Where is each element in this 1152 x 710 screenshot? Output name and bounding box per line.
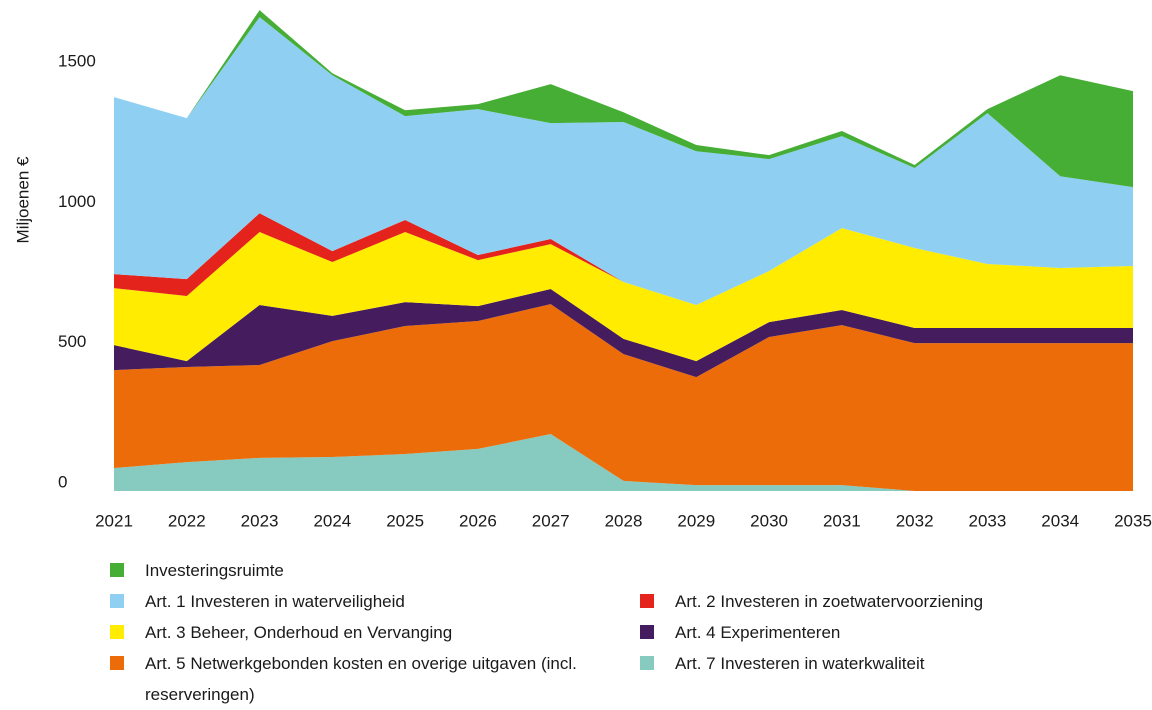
legend-label: Art. 5 Netwerkgebonden kosten en overige…: [145, 654, 577, 704]
area: [114, 304, 1133, 491]
x-tick-label: 2027: [532, 511, 570, 530]
legend-label: Art. 4 Experimenteren: [675, 623, 841, 642]
y-axis-label: Miljoenen €: [13, 156, 32, 243]
x-tick-label: 2034: [1041, 511, 1079, 530]
legend-item: Art. 4 Experimenteren: [640, 617, 1115, 648]
x-tick-label: 2025: [386, 511, 424, 530]
legend-label: Art. 7 Investeren in waterkwaliteit: [675, 654, 925, 673]
legend-swatch: [640, 625, 654, 639]
y-tick-label: 1000: [58, 192, 96, 211]
x-tick-label: 2030: [750, 511, 788, 530]
area: [114, 228, 1133, 362]
x-tick-label: 2021: [95, 511, 133, 530]
x-tick-label: 2026: [459, 511, 497, 530]
area: [114, 434, 1133, 491]
y-tick-label: 1500: [58, 52, 96, 71]
legend-item: Art. 3 Beheer, Onderhoud en Vervanging: [110, 617, 585, 648]
legend-item: Art. 5 Netwerkgebonden kosten en overige…: [110, 648, 585, 710]
x-tick-label: 2035: [1114, 511, 1152, 530]
legend-swatch: [110, 625, 124, 639]
legend-item: Investeringsruimte: [110, 555, 585, 586]
x-tick-label: 2022: [168, 511, 206, 530]
area: [114, 17, 1133, 305]
y-tick-label: 500: [58, 332, 86, 351]
x-tick-label: 2031: [823, 511, 861, 530]
x-tick-label: 2029: [677, 511, 715, 530]
legend-swatch: [640, 656, 654, 670]
areas: [114, 10, 1133, 491]
x-tick-label: 2024: [313, 511, 351, 530]
legend-swatch: [110, 656, 124, 670]
legend-label: Art. 1 Investeren in waterveiligheid: [145, 592, 405, 611]
x-tick-label: 2033: [969, 511, 1007, 530]
chart: Miljoenen € 0 500 1000 1500 2021 2022 2023 2024…: [13, 10, 1152, 530]
x-tick-label: 2028: [605, 511, 643, 530]
legend-item: Art. 7 Investeren in waterkwaliteit: [640, 648, 1115, 679]
legend-item: Art. 1 Investeren in waterveiligheid: [110, 586, 585, 617]
legend-item: Art. 2 Investeren in zoetwatervoorzienin…: [640, 586, 1115, 617]
legend-label: Art. 2 Investeren in zoetwatervoorzienin…: [675, 592, 984, 611]
x-tick-label: 2032: [896, 511, 934, 530]
legend-label: Investeringsruimte: [145, 561, 284, 580]
area: [114, 288, 1133, 378]
y-tick-label: 0: [58, 472, 67, 491]
legend-swatch: [640, 594, 654, 608]
legend-swatch: [110, 594, 124, 608]
legend-swatch: [110, 563, 124, 577]
x-tick-label: 2023: [241, 511, 279, 530]
legend-label: Art. 3 Beheer, Onderhoud en Vervanging: [145, 623, 453, 642]
area: [114, 213, 1133, 305]
